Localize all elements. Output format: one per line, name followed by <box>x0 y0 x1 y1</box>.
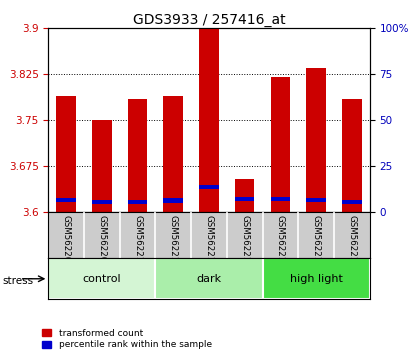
Bar <box>92 200 112 204</box>
Bar <box>235 179 255 212</box>
Text: stress: stress <box>2 276 33 286</box>
Text: GSM562216: GSM562216 <box>347 215 356 268</box>
Text: GSM562215: GSM562215 <box>312 215 320 268</box>
Text: GSM562209: GSM562209 <box>97 215 106 267</box>
Bar <box>128 200 147 204</box>
Bar <box>199 28 219 212</box>
Bar <box>306 198 326 202</box>
Bar <box>163 96 183 212</box>
Legend: transformed count, percentile rank within the sample: transformed count, percentile rank withi… <box>42 329 212 349</box>
Bar <box>92 120 112 212</box>
Text: GSM562212: GSM562212 <box>205 215 213 268</box>
Bar <box>56 96 76 212</box>
Text: GSM562210: GSM562210 <box>133 215 142 268</box>
Text: control: control <box>83 274 121 284</box>
Text: dark: dark <box>197 274 221 284</box>
Text: high light: high light <box>290 274 342 284</box>
Bar <box>342 99 362 212</box>
Bar <box>199 185 219 189</box>
Bar <box>56 198 76 202</box>
Bar <box>155 258 262 299</box>
Text: GSM562208: GSM562208 <box>62 215 71 268</box>
Text: GSM562211: GSM562211 <box>169 215 178 268</box>
Bar <box>306 68 326 212</box>
Title: GDS3933 / 257416_at: GDS3933 / 257416_at <box>133 13 285 27</box>
Text: GSM562213: GSM562213 <box>240 215 249 268</box>
Bar <box>262 258 370 299</box>
Bar <box>270 197 290 201</box>
Bar <box>235 197 255 201</box>
Text: GSM562214: GSM562214 <box>276 215 285 268</box>
Bar <box>48 258 155 299</box>
Bar <box>128 99 147 212</box>
Bar <box>270 78 290 212</box>
Bar <box>342 200 362 204</box>
Bar <box>163 198 183 202</box>
